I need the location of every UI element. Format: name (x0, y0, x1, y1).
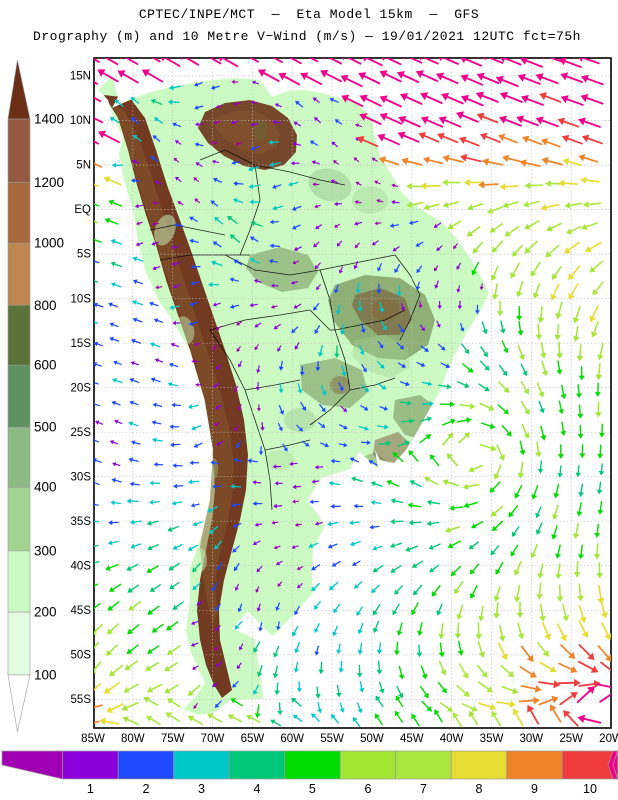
svg-text:15S: 15S (71, 338, 92, 350)
svg-text:8: 8 (476, 782, 483, 796)
svg-text:30S: 30S (71, 471, 92, 483)
svg-text:15N: 15N (70, 71, 91, 83)
svg-text:10: 10 (583, 782, 597, 796)
svg-text:2: 2 (143, 782, 150, 796)
svg-text:50S: 50S (71, 649, 92, 661)
svg-text:45W: 45W (400, 733, 424, 745)
svg-text:1000: 1000 (34, 236, 64, 251)
svg-text:200: 200 (34, 605, 57, 620)
svg-text:60W: 60W (280, 733, 304, 745)
svg-text:85W: 85W (81, 733, 105, 745)
svg-text:5: 5 (309, 782, 316, 796)
svg-text:1200: 1200 (34, 175, 64, 190)
svg-text:4: 4 (254, 782, 261, 796)
svg-text:500: 500 (34, 420, 57, 435)
svg-text:50W: 50W (360, 733, 384, 745)
svg-text:70W: 70W (201, 733, 225, 745)
svg-text:45S: 45S (71, 605, 92, 617)
svg-text:7: 7 (420, 782, 427, 796)
svg-text:55W: 55W (320, 733, 344, 745)
svg-text:55S: 55S (71, 694, 92, 706)
svg-text:9: 9 (531, 782, 538, 796)
svg-text:800: 800 (34, 298, 57, 313)
svg-text:5N: 5N (76, 160, 91, 172)
svg-text:30W: 30W (519, 733, 543, 745)
svg-text:20S: 20S (71, 382, 92, 394)
svg-text:100: 100 (34, 667, 57, 682)
svg-text:25W: 25W (559, 733, 583, 745)
svg-text:6: 6 (365, 782, 372, 796)
svg-text:25S: 25S (71, 427, 92, 439)
svg-text:10S: 10S (71, 293, 92, 305)
svg-text:10N: 10N (70, 115, 91, 127)
svg-text:1400: 1400 (34, 112, 64, 127)
svg-text:400: 400 (34, 480, 57, 495)
svg-text:3: 3 (198, 782, 205, 796)
svg-text:EQ: EQ (74, 204, 91, 216)
svg-text:35S: 35S (71, 516, 92, 528)
svg-text:80W: 80W (121, 733, 145, 745)
svg-text:40S: 40S (71, 560, 92, 572)
svg-text:5S: 5S (77, 249, 91, 261)
svg-text:35W: 35W (480, 733, 504, 745)
svg-text:65W: 65W (241, 733, 265, 745)
svg-text:20W: 20W (599, 733, 618, 745)
svg-text:600: 600 (34, 358, 57, 373)
svg-text:75W: 75W (161, 733, 185, 745)
svg-text:300: 300 (34, 543, 57, 558)
svg-text:1: 1 (87, 782, 94, 796)
svg-text:40W: 40W (440, 733, 464, 745)
